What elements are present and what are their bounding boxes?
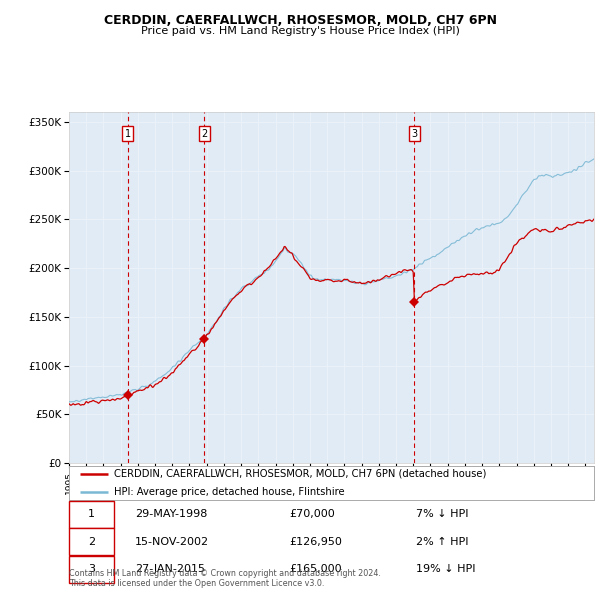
- Text: £70,000: £70,000: [290, 509, 335, 519]
- Text: 2% ↑ HPI: 2% ↑ HPI: [415, 537, 468, 547]
- Bar: [128, 112, 205, 463]
- Text: 2: 2: [88, 537, 95, 547]
- Text: 27-JAN-2015: 27-JAN-2015: [134, 565, 205, 575]
- Text: £165,000: £165,000: [290, 565, 342, 575]
- FancyBboxPatch shape: [69, 529, 113, 555]
- Text: 1: 1: [125, 129, 131, 139]
- Text: 2: 2: [202, 129, 208, 139]
- Text: £126,950: £126,950: [290, 537, 343, 547]
- FancyBboxPatch shape: [69, 501, 113, 527]
- Text: CERDDIN, CAERFALLWCH, RHOSESMOR, MOLD, CH7 6PN: CERDDIN, CAERFALLWCH, RHOSESMOR, MOLD, C…: [104, 14, 497, 27]
- Text: 15-NOV-2002: 15-NOV-2002: [134, 537, 209, 547]
- Bar: [69, 112, 128, 463]
- Text: Price paid vs. HM Land Registry's House Price Index (HPI): Price paid vs. HM Land Registry's House …: [140, 26, 460, 36]
- Bar: [415, 112, 594, 463]
- Text: CERDDIN, CAERFALLWCH, RHOSESMOR, MOLD, CH7 6PN (detached house): CERDDIN, CAERFALLWCH, RHOSESMOR, MOLD, C…: [113, 469, 486, 479]
- Text: 3: 3: [88, 565, 95, 575]
- Text: 19% ↓ HPI: 19% ↓ HPI: [415, 565, 475, 575]
- Text: 29-MAY-1998: 29-MAY-1998: [134, 509, 207, 519]
- Text: 7% ↓ HPI: 7% ↓ HPI: [415, 509, 468, 519]
- Text: 3: 3: [412, 129, 418, 139]
- FancyBboxPatch shape: [69, 556, 113, 583]
- Text: HPI: Average price, detached house, Flintshire: HPI: Average price, detached house, Flin…: [113, 487, 344, 497]
- Text: Contains HM Land Registry data © Crown copyright and database right 2024.
This d: Contains HM Land Registry data © Crown c…: [69, 569, 381, 588]
- Text: 1: 1: [88, 509, 95, 519]
- Bar: [205, 112, 415, 463]
